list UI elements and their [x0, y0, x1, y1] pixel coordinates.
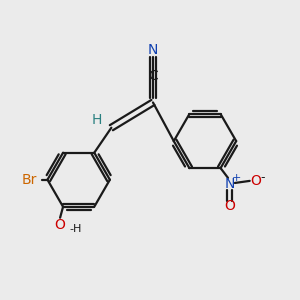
Text: H: H — [91, 113, 102, 127]
Text: N: N — [148, 44, 158, 57]
Text: O: O — [55, 218, 65, 232]
Text: Br: Br — [22, 173, 37, 187]
Text: -H: -H — [69, 224, 81, 234]
Text: N: N — [224, 178, 235, 191]
Text: +: + — [231, 173, 241, 183]
Text: C: C — [148, 69, 158, 83]
Text: O: O — [224, 199, 235, 213]
Text: -: - — [260, 171, 265, 184]
Text: O: O — [250, 174, 261, 188]
